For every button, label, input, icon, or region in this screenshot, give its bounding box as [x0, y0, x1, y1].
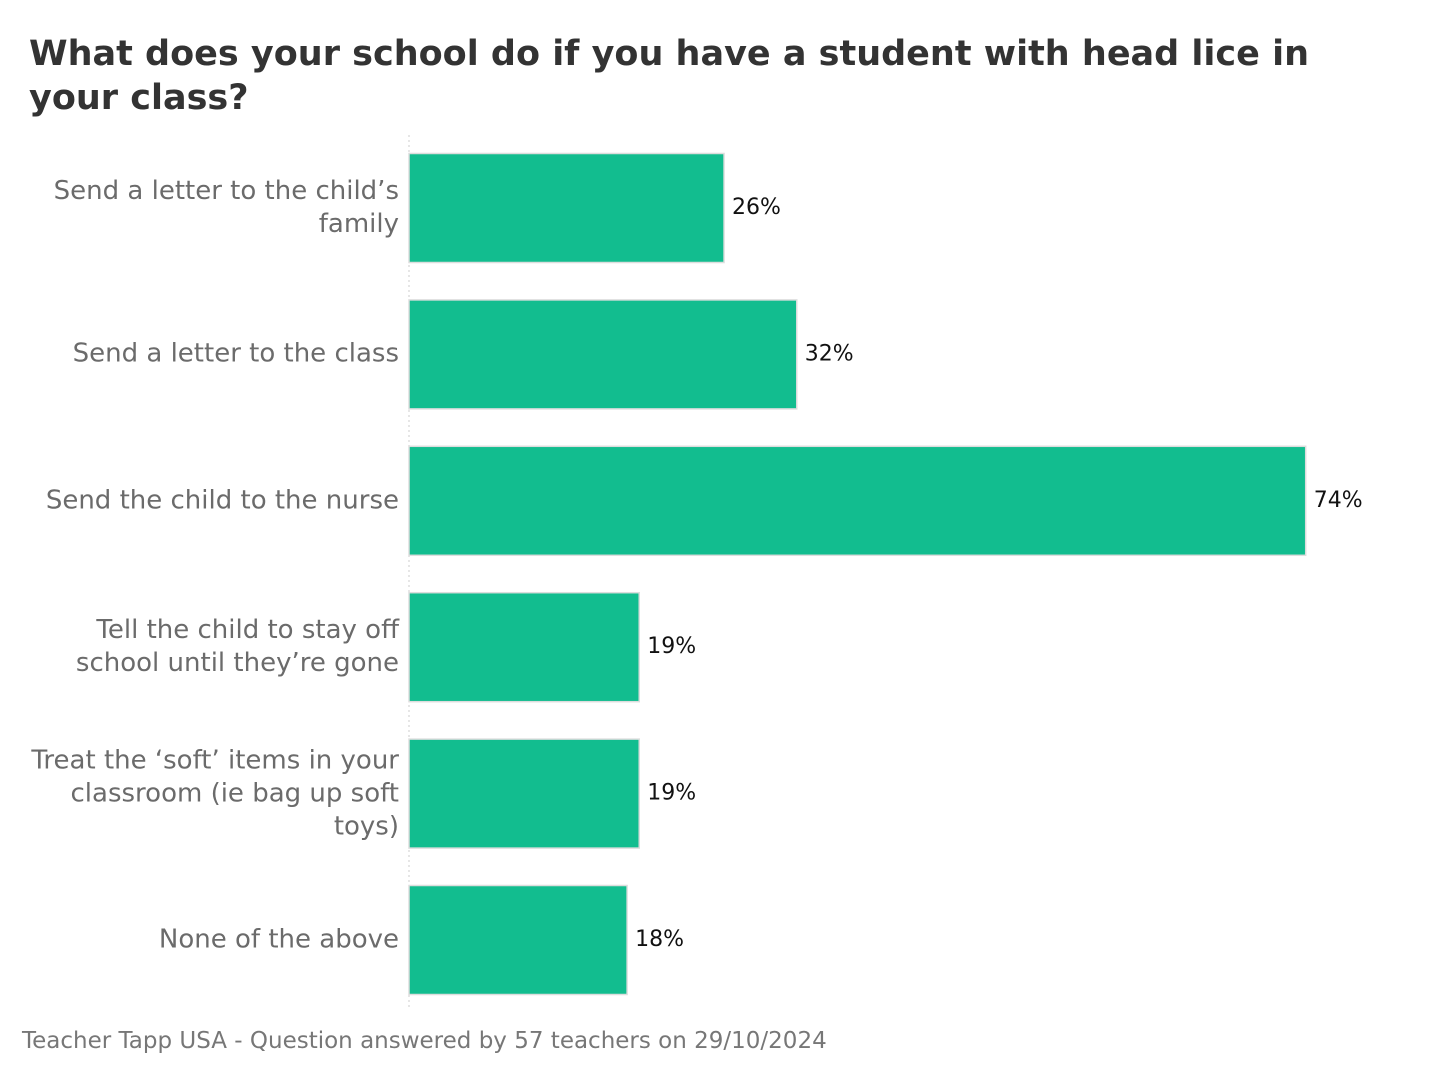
bar	[408, 445, 1307, 557]
footer: Teacher Tapp USA - Question answered by …	[22, 1028, 827, 1054]
category-label: None of the above	[158, 924, 399, 955]
category-label: Send the child to the nurse	[45, 485, 399, 516]
data-label: 74%	[1314, 488, 1363, 513]
bar	[408, 591, 640, 703]
data-label: 26%	[732, 195, 781, 220]
bar	[408, 299, 798, 410]
data-label: 19%	[647, 634, 696, 659]
category-label: Send a letter to the class	[72, 338, 399, 369]
bar	[408, 738, 640, 849]
chart-title: What does your school do if you have a s…	[29, 34, 1309, 118]
category-label: Send a letter to the child’s family	[53, 176, 399, 239]
bar	[408, 152, 725, 264]
category-label: Tell the child to stay off school until …	[75, 615, 399, 679]
data-label: 32%	[805, 341, 854, 366]
category-label: Treat the ‘soft’ items in your classroom…	[31, 745, 399, 842]
data-label: 18%	[635, 927, 684, 952]
bar	[408, 884, 628, 996]
data-label: 19%	[647, 781, 696, 806]
